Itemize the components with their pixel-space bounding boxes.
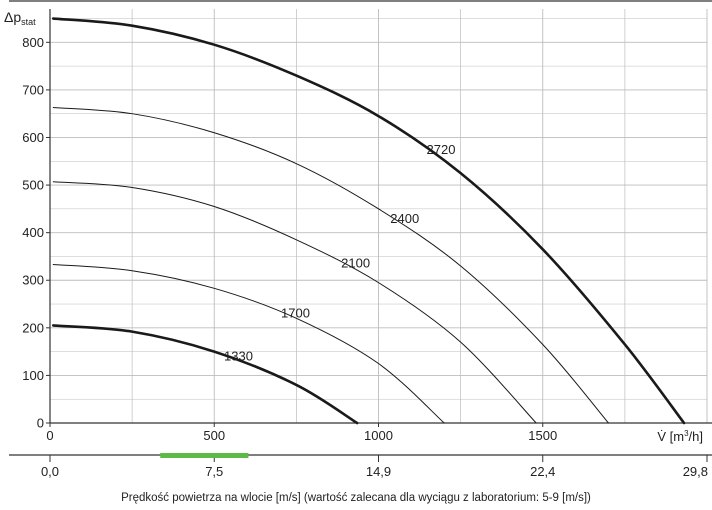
velocity-axis-caption: Prędkość powietrza na wlocie [m/s] (wart… — [121, 492, 591, 504]
velocity-tick-label: 29,8 — [683, 464, 708, 479]
x-tick-label: 1000 — [364, 428, 393, 443]
curve-label-1330: 1330 — [224, 348, 253, 363]
y-tick-label: 100 — [22, 368, 44, 383]
x-axis-label: V̇ [m3/h] — [657, 429, 703, 444]
curve-label-2720: 2720 — [427, 142, 456, 157]
y-tick-label: 700 — [22, 82, 44, 97]
velocity-tick-label: 7,5 — [205, 464, 223, 479]
curve-labels: 2720 2400 2100 1700 1330 — [224, 142, 455, 363]
velocity-tick-label: 14,9 — [366, 464, 391, 479]
x-tick-label: 1500 — [528, 428, 557, 443]
y-tick-label: 600 — [22, 130, 44, 145]
recommended-velocity-band — [160, 453, 249, 458]
curve-label-1700: 1700 — [281, 305, 310, 320]
velocity-axis: 0,0 7,5 14,9 22,4 29,8 Prędkość powietrza na … — [9, 453, 712, 504]
velocity-tick-label: 0,0 — [41, 464, 59, 479]
curve-label-2100: 2100 — [341, 256, 370, 271]
y-tick-label: 500 — [22, 178, 44, 193]
y-tick-label: 0 — [37, 416, 44, 431]
curve-2720 — [51, 17, 686, 425]
curve-1330 — [51, 324, 359, 425]
grid — [49, 9, 708, 424]
curve-1700 — [52, 264, 445, 424]
curve-label-2400: 2400 — [390, 211, 419, 226]
curve-2400 — [52, 107, 609, 424]
y-axis-label: Δpstat — [4, 9, 36, 27]
y-tick-label: 200 — [22, 320, 44, 335]
x-tick-label: 500 — [203, 428, 225, 443]
curves — [51, 17, 686, 425]
y-tick-label: 400 — [22, 225, 44, 240]
y-tick-label: 300 — [22, 273, 44, 288]
x-tick-label: 0 — [46, 428, 53, 443]
curve-2100 — [52, 181, 537, 424]
y-tick-label: 800 — [22, 35, 44, 50]
velocity-tick-label: 22,4 — [530, 464, 555, 479]
axes: 0 100 200 300 400 500 600 700 800 Δpstat 0 500 1000 1… — [4, 0, 712, 444]
